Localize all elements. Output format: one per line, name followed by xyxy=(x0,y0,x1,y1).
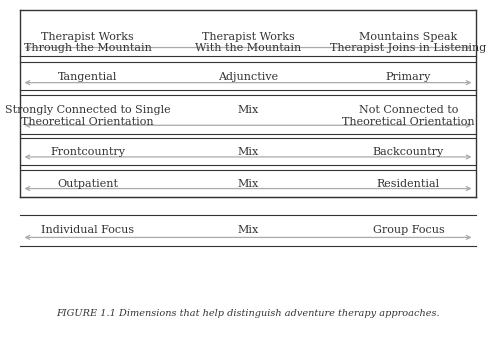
Text: Backcountry: Backcountry xyxy=(373,147,444,157)
Text: Strongly Connected to Single
Theoretical Orientation: Strongly Connected to Single Theoretical… xyxy=(5,105,171,127)
Text: Outpatient: Outpatient xyxy=(57,179,118,189)
Text: Primary: Primary xyxy=(386,72,431,82)
Text: Adjunctive: Adjunctive xyxy=(218,72,278,82)
Text: Mix: Mix xyxy=(238,179,258,189)
Text: Group Focus: Group Focus xyxy=(372,225,444,236)
Text: Mix: Mix xyxy=(238,225,258,236)
Text: Residential: Residential xyxy=(377,179,440,189)
Text: Tangential: Tangential xyxy=(58,72,117,82)
Text: Therapist Works
With the Mountain: Therapist Works With the Mountain xyxy=(195,32,301,53)
Text: Therapist Works
Through the Mountain: Therapist Works Through the Mountain xyxy=(24,32,152,53)
Text: Mix: Mix xyxy=(238,147,258,157)
Text: Frontcountry: Frontcountry xyxy=(50,147,125,157)
Text: FIGURE 1.1 Dimensions that help distinguish adventure therapy approaches.: FIGURE 1.1 Dimensions that help distingu… xyxy=(56,309,440,318)
Text: Not Connected to
Theoretical Orientation: Not Connected to Theoretical Orientation xyxy=(342,105,475,127)
Text: Individual Focus: Individual Focus xyxy=(41,225,134,236)
Text: Mountains Speak
Therapist Joins in Listening: Mountains Speak Therapist Joins in Liste… xyxy=(330,32,487,53)
Text: Mix: Mix xyxy=(238,105,258,115)
